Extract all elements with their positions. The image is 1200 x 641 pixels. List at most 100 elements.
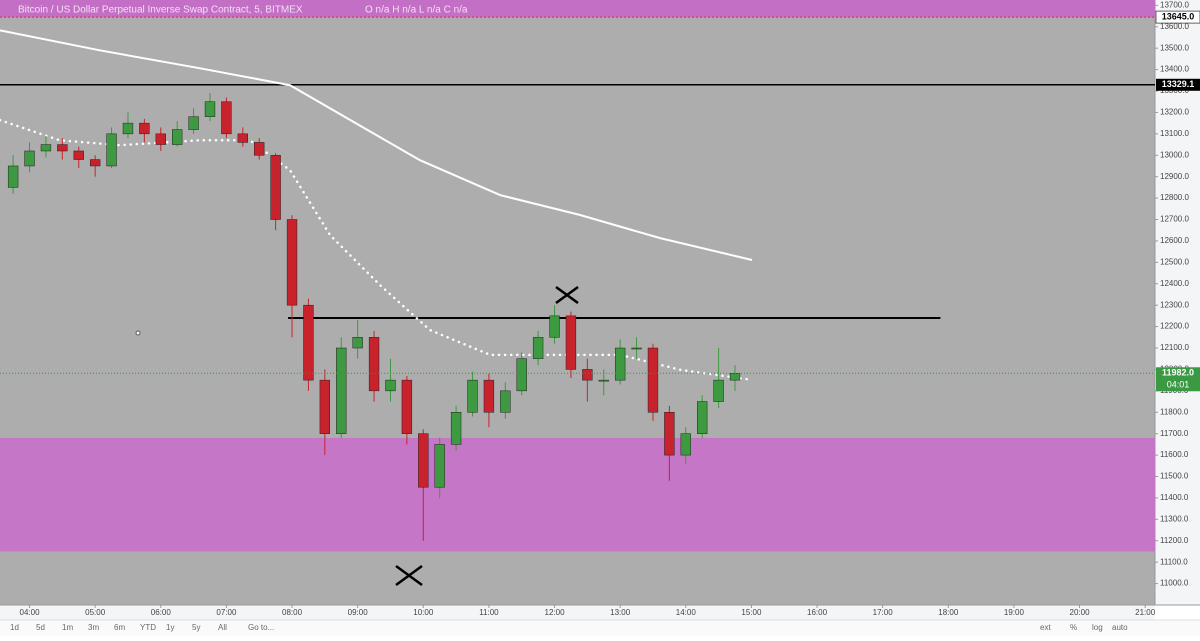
y-tick-label: 12100.0: [1160, 343, 1189, 352]
y-tick-label: 13000.0: [1160, 150, 1189, 159]
candle-body: [122, 122, 134, 135]
y-tick-label: 11700.0: [1160, 429, 1189, 438]
range-button[interactable]: YTD: [140, 623, 156, 632]
x-tick-label: 20:00: [1070, 608, 1091, 617]
y-tick-label: 11200.0: [1160, 536, 1189, 545]
price-label-box: [1156, 367, 1200, 392]
y-tick-label: 12700.0: [1160, 215, 1189, 224]
candle-body: [7, 165, 19, 188]
scale-option[interactable]: ext: [1040, 623, 1051, 632]
x-tick-label: 07:00: [216, 608, 237, 617]
scale-option[interactable]: log: [1092, 623, 1103, 632]
y-tick-label: 13100.0: [1160, 129, 1189, 138]
candle-body: [73, 150, 84, 160]
y-tick-label: 12600.0: [1160, 236, 1189, 245]
candle-body: [57, 144, 68, 152]
range-button[interactable]: 3m: [88, 623, 99, 632]
chart-title: Bitcoin / US Dollar Perpetual Inverse Sw…: [18, 5, 303, 16]
scale-option[interactable]: %: [1070, 623, 1077, 632]
y-tick-label: 13400.0: [1160, 65, 1189, 74]
x-tick-label: 13:00: [610, 608, 631, 617]
range-button[interactable]: 1d: [10, 623, 19, 632]
scale-option[interactable]: auto: [1112, 623, 1128, 632]
price-label: 13329.1: [1162, 79, 1195, 89]
x-tick-label: 04:00: [20, 608, 41, 617]
candle-body: [270, 155, 281, 220]
candle-body: [40, 144, 52, 152]
y-tick-label: 12500.0: [1160, 257, 1189, 266]
range-button[interactable]: 5y: [192, 623, 200, 632]
x-tick-label: 12:00: [545, 608, 566, 617]
candle-body: [713, 379, 724, 402]
candle-body: [368, 337, 380, 392]
candle-body: [549, 315, 560, 338]
x-tick-label: 16:00: [807, 608, 828, 617]
marker-dot: [135, 330, 141, 336]
candle-body: [418, 433, 429, 488]
y-tick-label: 11300.0: [1160, 514, 1189, 523]
candle-body: [680, 433, 691, 456]
range-button[interactable]: 1m: [62, 623, 73, 632]
candle-body: [336, 347, 347, 434]
y-tick-label: 11500.0: [1160, 472, 1189, 481]
candle-body: [204, 101, 216, 117]
candle-body: [172, 129, 183, 145]
candle-body: [565, 315, 577, 370]
candle-body: [434, 444, 445, 488]
candle-body: [139, 122, 150, 135]
toolbar: [0, 620, 1200, 636]
candle-body: [516, 358, 527, 392]
range-button[interactable]: 6m: [114, 623, 125, 632]
candle-body: [631, 347, 642, 350]
moving-average: [0, 29, 753, 261]
x-tick-label: 10:00: [413, 608, 434, 617]
x-tick-label: 15:00: [741, 608, 762, 617]
y-tick-label: 12900.0: [1160, 172, 1189, 181]
y-tick-label: 12800.0: [1160, 193, 1189, 202]
candle-body: [286, 219, 298, 306]
candle-body: [614, 347, 626, 381]
candle-body: [155, 133, 166, 145]
y-tick-label: 11100.0: [1160, 557, 1188, 566]
price-label-box: [1156, 78, 1200, 91]
y-tick-label: 11600.0: [1160, 450, 1189, 459]
y-tick-label: 11000.0: [1160, 579, 1189, 588]
y-tick-label: 13200.0: [1160, 108, 1189, 117]
candle-body: [450, 412, 462, 445]
zone: [0, 437, 1155, 552]
x-tick-label: 08:00: [282, 608, 303, 617]
x-tick-label: 09:00: [348, 608, 369, 617]
time-axis: [0, 605, 1155, 620]
x-tick-label: 11:00: [479, 608, 499, 617]
x-tick-label: 17:00: [873, 608, 894, 617]
candle-body: [221, 101, 232, 135]
candle-body: [582, 369, 593, 381]
x-tick-label: 18:00: [938, 608, 959, 617]
candle-body: [664, 412, 675, 456]
price-label-box: [1155, 10, 1200, 24]
range-button[interactable]: 5d: [36, 623, 45, 632]
x-tick-label: 19:00: [1004, 608, 1025, 617]
y-tick-label: 12400.0: [1160, 279, 1189, 288]
candle-body: [401, 379, 413, 434]
goto-button[interactable]: Go to...: [248, 623, 274, 632]
candle-body: [89, 159, 101, 167]
range-button[interactable]: 1y: [166, 623, 174, 632]
candle-body: [188, 116, 199, 130]
candle-body: [319, 379, 331, 434]
x-tick-label: 21:00: [1135, 608, 1156, 617]
countdown: 04:01: [1167, 380, 1190, 390]
moving-average: [0, 118, 754, 382]
candle-body: [254, 142, 265, 156]
candle-body: [532, 337, 544, 359]
x-tick-label: 06:00: [151, 608, 172, 617]
y-tick-label: 13500.0: [1160, 43, 1189, 52]
y-tick-label: 12200.0: [1160, 322, 1189, 331]
candle-body: [598, 379, 609, 382]
candle-body: [352, 337, 363, 349]
range-button[interactable]: All: [218, 623, 227, 632]
y-tick-label: 12300.0: [1160, 300, 1189, 309]
annotation-cross: [395, 285, 579, 587]
zone: [0, 0, 1155, 18]
